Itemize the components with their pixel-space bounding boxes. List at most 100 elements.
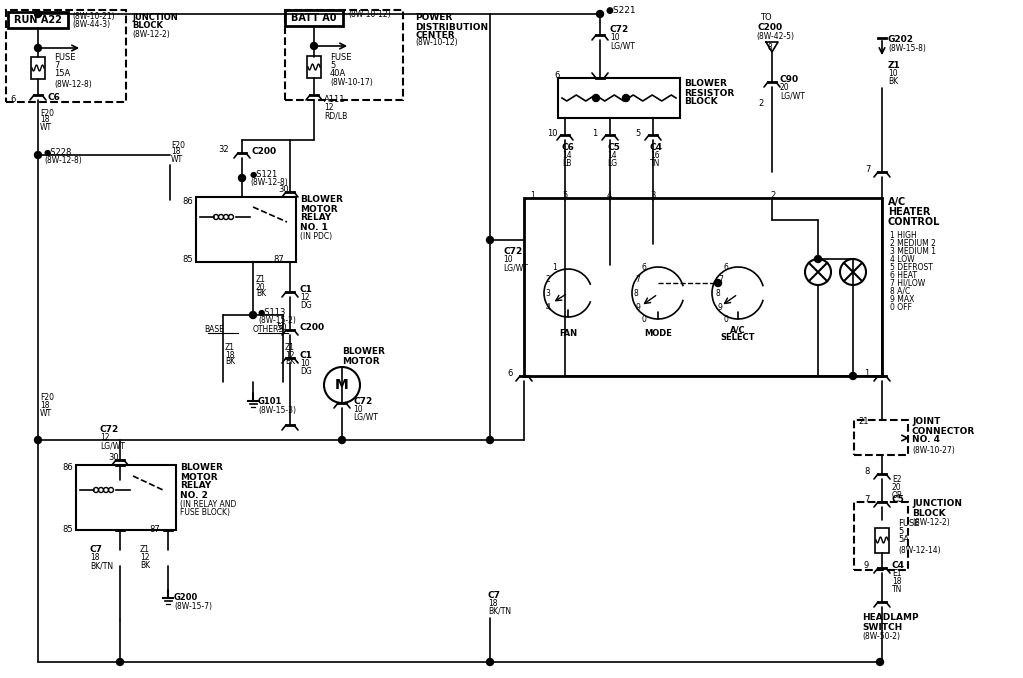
Text: F20: F20 (40, 393, 54, 403)
Text: BATT A0: BATT A0 (292, 13, 337, 23)
Text: 85: 85 (182, 256, 193, 264)
Text: Z1: Z1 (140, 546, 150, 555)
Text: BK/TN: BK/TN (488, 607, 512, 616)
Text: 7 HI/LOW: 7 HI/LOW (890, 279, 925, 287)
Text: NO. 2: NO. 2 (180, 490, 208, 500)
Text: FAN: FAN (559, 329, 577, 338)
Text: 18: 18 (90, 553, 99, 563)
Text: C4: C4 (650, 144, 663, 153)
Bar (285, 10, 403, 100)
Circle shape (117, 658, 124, 666)
Text: OR: OR (892, 490, 903, 500)
Text: M: M (336, 378, 349, 392)
Text: 3: 3 (650, 191, 656, 201)
Text: 6: 6 (10, 94, 15, 104)
Text: BK: BK (140, 561, 150, 570)
Text: F20: F20 (171, 140, 185, 150)
Text: 0: 0 (724, 315, 728, 325)
Bar (307, 56, 321, 78)
Text: 2 MEDIUM 2: 2 MEDIUM 2 (890, 239, 936, 247)
Text: 9: 9 (864, 561, 870, 570)
Text: (8W-12-14): (8W-12-14) (898, 546, 940, 555)
Text: WT: WT (40, 123, 52, 132)
Text: A111: A111 (324, 96, 346, 104)
Text: C200: C200 (758, 22, 784, 31)
Text: LG/WT: LG/WT (780, 92, 805, 100)
Circle shape (238, 174, 246, 182)
Bar (854, 420, 908, 455)
Text: HEADLAMP: HEADLAMP (862, 614, 919, 622)
Text: BLOWER: BLOWER (300, 195, 343, 205)
Text: 12: 12 (324, 104, 333, 113)
Text: 2: 2 (758, 98, 763, 108)
Text: WT: WT (40, 409, 52, 418)
Text: FUSE: FUSE (54, 54, 76, 62)
Bar (8, 12, 68, 28)
Bar (854, 502, 908, 570)
Text: FUSE: FUSE (898, 519, 920, 528)
Text: TO: TO (760, 14, 771, 22)
Text: HEATER: HEATER (888, 207, 930, 217)
Text: ●S113: ●S113 (258, 308, 286, 317)
Text: MOTOR: MOTOR (300, 205, 338, 214)
Text: ●S221: ●S221 (606, 7, 636, 16)
Text: 4 LOW: 4 LOW (890, 254, 915, 264)
Text: 9 MAX: 9 MAX (890, 294, 915, 304)
Circle shape (339, 437, 346, 443)
Text: C90: C90 (780, 75, 799, 85)
Text: LG/WT: LG/WT (503, 264, 528, 273)
Text: RELAY: RELAY (180, 481, 212, 490)
Text: 9: 9 (635, 304, 639, 313)
Text: BASE: BASE (204, 325, 224, 334)
Text: 8: 8 (864, 468, 870, 477)
Text: 18: 18 (892, 578, 901, 586)
Circle shape (714, 279, 721, 287)
Bar (76, 465, 176, 530)
Text: 5 DEFROST: 5 DEFROST (890, 262, 933, 271)
Text: C5: C5 (607, 144, 620, 153)
Circle shape (250, 311, 257, 319)
Text: BLOWER: BLOWER (684, 79, 727, 89)
Text: 1: 1 (530, 191, 535, 201)
Text: 10: 10 (503, 256, 513, 264)
Text: G202: G202 (888, 35, 914, 45)
Text: BLOCK: BLOCK (132, 22, 163, 31)
Text: CONTROL: CONTROL (888, 217, 940, 227)
Text: LB: LB (562, 159, 572, 167)
Text: NO. 4: NO. 4 (911, 435, 940, 445)
Text: BLOWER: BLOWER (180, 464, 223, 473)
Text: (8W-12-2): (8W-12-2) (911, 517, 949, 527)
Circle shape (592, 94, 599, 102)
Text: (8W-50-2): (8W-50-2) (862, 633, 900, 641)
Text: 6: 6 (507, 370, 513, 378)
Text: ●S121: ●S121 (250, 170, 278, 180)
Text: 50: 50 (276, 323, 286, 332)
Text: 86: 86 (62, 464, 73, 473)
Text: 20: 20 (256, 283, 266, 292)
Text: C6: C6 (47, 92, 60, 102)
Text: 5: 5 (898, 527, 903, 536)
Text: Z1: Z1 (256, 275, 266, 285)
Text: 1: 1 (552, 264, 557, 273)
Circle shape (849, 372, 856, 380)
Text: 87: 87 (273, 256, 284, 264)
Text: (8W-12-8): (8W-12-8) (44, 157, 82, 165)
Text: LG/WT: LG/WT (610, 41, 635, 50)
Text: CENTER: CENTER (415, 31, 454, 39)
Text: RUN A22: RUN A22 (14, 15, 62, 25)
Bar (558, 78, 680, 118)
Text: 40A: 40A (330, 68, 346, 77)
Text: 18: 18 (40, 401, 49, 410)
Text: 2: 2 (770, 191, 775, 201)
Text: BLOWER: BLOWER (342, 348, 385, 357)
Text: 1 HIGH: 1 HIGH (890, 231, 917, 239)
Text: BLOCK: BLOCK (684, 98, 717, 106)
Text: (8W-44-3): (8W-44-3) (72, 20, 110, 28)
Text: (8W-15-8): (8W-15-8) (888, 43, 926, 52)
Text: 18: 18 (40, 115, 49, 125)
Text: 7: 7 (864, 496, 870, 504)
Text: C7: C7 (90, 546, 103, 555)
Text: BK: BK (225, 357, 235, 367)
Text: 10: 10 (547, 129, 558, 138)
Text: RD/LB: RD/LB (324, 111, 347, 121)
